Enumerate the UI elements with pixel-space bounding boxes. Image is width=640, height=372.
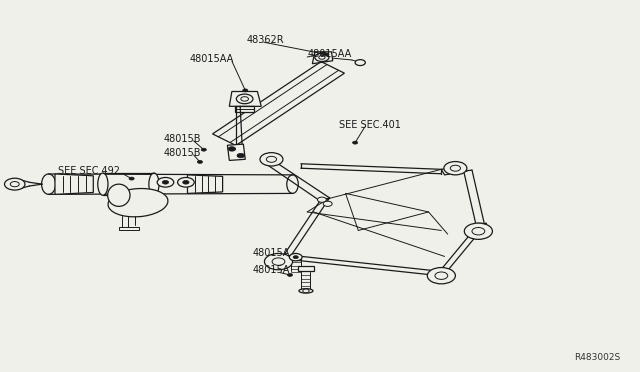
Polygon shape: [212, 62, 344, 145]
Circle shape: [236, 94, 253, 104]
Text: 48362R: 48362R: [246, 35, 284, 45]
Text: 48015A: 48015A: [253, 248, 291, 259]
Circle shape: [289, 253, 302, 261]
Circle shape: [321, 52, 326, 55]
Circle shape: [324, 53, 329, 56]
Circle shape: [428, 267, 456, 284]
Circle shape: [10, 182, 19, 187]
Circle shape: [272, 258, 285, 265]
Circle shape: [465, 223, 492, 239]
Ellipse shape: [42, 174, 56, 194]
Polygon shape: [229, 92, 261, 106]
Text: SEE SEC.492: SEE SEC.492: [58, 166, 120, 176]
Circle shape: [157, 177, 173, 187]
Ellipse shape: [108, 184, 130, 206]
Text: 48015B: 48015B: [164, 134, 201, 144]
Circle shape: [182, 180, 189, 184]
Polygon shape: [312, 52, 333, 64]
Circle shape: [266, 156, 276, 162]
Circle shape: [163, 180, 169, 184]
Circle shape: [315, 53, 329, 61]
Text: R483002S: R483002S: [574, 353, 620, 362]
Circle shape: [293, 256, 298, 259]
Circle shape: [237, 153, 244, 158]
Circle shape: [264, 253, 292, 270]
Circle shape: [243, 89, 248, 92]
Polygon shape: [442, 166, 467, 175]
Polygon shape: [235, 106, 254, 112]
Text: 48015B: 48015B: [164, 148, 201, 158]
Text: SEE SEC.401: SEE SEC.401: [339, 120, 401, 130]
Text: 48015AA: 48015AA: [189, 54, 234, 64]
Circle shape: [451, 165, 461, 171]
Circle shape: [353, 141, 358, 144]
Circle shape: [303, 289, 309, 293]
Circle shape: [319, 55, 325, 59]
Text: 48015AA: 48015AA: [307, 49, 351, 60]
Circle shape: [287, 273, 292, 276]
Ellipse shape: [108, 189, 168, 217]
Circle shape: [472, 228, 484, 235]
Circle shape: [177, 177, 194, 187]
Circle shape: [4, 178, 25, 190]
Polygon shape: [227, 144, 245, 160]
Polygon shape: [55, 174, 93, 194]
Circle shape: [129, 177, 134, 180]
Circle shape: [317, 197, 326, 202]
Ellipse shape: [299, 289, 313, 293]
Circle shape: [241, 97, 248, 101]
Ellipse shape: [287, 175, 298, 193]
Circle shape: [201, 148, 206, 151]
Circle shape: [355, 60, 365, 65]
Ellipse shape: [149, 173, 159, 195]
Circle shape: [323, 201, 332, 206]
Text: 48015A: 48015A: [253, 266, 291, 276]
Polygon shape: [188, 175, 223, 193]
Circle shape: [260, 153, 283, 166]
Polygon shape: [298, 266, 314, 271]
Circle shape: [435, 272, 448, 279]
Circle shape: [444, 161, 467, 175]
Circle shape: [228, 147, 236, 151]
Polygon shape: [119, 227, 140, 231]
Circle shape: [197, 160, 202, 163]
Ellipse shape: [98, 173, 108, 195]
